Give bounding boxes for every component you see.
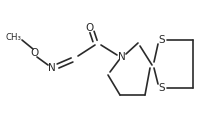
Text: O: O <box>31 48 39 58</box>
Text: S: S <box>159 83 165 93</box>
Text: CH₃: CH₃ <box>6 32 22 42</box>
Text: N: N <box>48 63 56 73</box>
Text: N: N <box>118 52 126 62</box>
Text: O: O <box>86 23 94 33</box>
Text: S: S <box>159 35 165 45</box>
